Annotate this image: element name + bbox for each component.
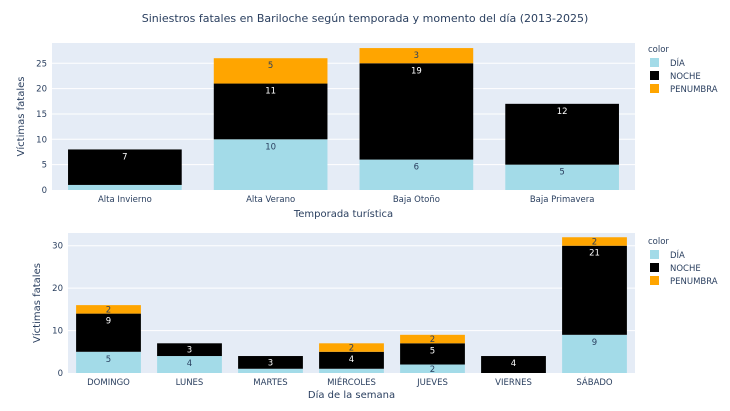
data-label: 5 — [268, 61, 273, 71]
y-tick-label: 0 — [58, 369, 63, 379]
bar-segment — [400, 334, 465, 344]
chart-title: Siniestros fatales en Bariloche según te… — [142, 12, 588, 25]
legend-swatch — [650, 250, 659, 259]
x-tick-label: VIERNES — [495, 378, 532, 388]
bar-segment — [319, 343, 384, 352]
bar-segment — [319, 351, 384, 369]
bar-segment — [359, 159, 474, 190]
y-tick-label: 30 — [52, 242, 63, 252]
y-tick-label: 25 — [36, 59, 47, 69]
data-label: 5 — [430, 346, 435, 356]
data-label: 3 — [268, 358, 273, 368]
legend-swatch — [650, 263, 659, 272]
x-tick-label: Baja Primavera — [530, 195, 595, 205]
data-label: 3 — [414, 51, 419, 61]
legend-item: DÍA — [670, 249, 685, 261]
x-tick-label: SÁBADO — [576, 376, 613, 388]
data-label: 12 — [557, 107, 568, 117]
season-chart: 0 5 10 15 20 25 7 Alta Invierno 10 11 5 Alta Verano… — [15, 43, 718, 220]
x-axis-title: Temporada turística — [293, 208, 393, 220]
bar-segment — [213, 139, 328, 190]
legend-item: NOCHE — [670, 264, 701, 274]
bar-segment — [481, 356, 546, 373]
legend-item: PENUMBRA — [670, 277, 718, 287]
y-tick-label: 15 — [36, 110, 47, 120]
data-label: 2 — [592, 237, 597, 247]
y-tick-label: 0 — [42, 186, 47, 196]
x-tick-label: MARTES — [253, 378, 287, 388]
data-label: 2 — [430, 335, 435, 345]
data-label: 4 — [349, 355, 354, 365]
legend-swatch — [650, 84, 659, 93]
bar-segment — [505, 103, 619, 165]
y-tick-label: 20 — [36, 85, 47, 95]
legend-swatch — [650, 71, 659, 80]
bar-segment — [400, 364, 465, 373]
x-tick-label: LUNES — [176, 378, 204, 388]
data-label: 10 — [265, 142, 276, 152]
x-axis-title: Día de la semana — [308, 389, 395, 401]
bar-segment — [400, 343, 465, 365]
data-label: 5 — [559, 168, 564, 178]
data-label: 5 — [106, 355, 111, 365]
legend-swatch — [650, 58, 659, 67]
legend-item: PENUMBRA — [670, 85, 718, 95]
legend-item: DÍA — [670, 57, 685, 69]
legend-swatch — [650, 276, 659, 285]
y-tick-label: 10 — [52, 327, 63, 337]
bar-segment — [238, 356, 303, 369]
legend-title: color — [648, 237, 669, 247]
data-label: 4 — [187, 359, 192, 369]
bar-segment — [76, 313, 141, 352]
bar-segment — [359, 48, 474, 64]
bar-segment — [68, 149, 182, 185]
x-tick-label: MIÉRCOLES — [327, 376, 376, 388]
weekday-chart: 0102030592DOMINGO43LUNES3MARTES42MIÉRCOL… — [31, 233, 718, 401]
data-label: 9 — [106, 317, 111, 327]
x-tick-label: Alta Invierno — [98, 195, 152, 205]
bar-segment — [505, 164, 619, 190]
bar-segment — [562, 237, 627, 246]
data-label: 21 — [589, 249, 600, 259]
x-tick-label: DOMINGO — [87, 378, 130, 388]
bar-segment — [76, 305, 141, 314]
data-label: 11 — [265, 87, 276, 97]
y-tick-label: 20 — [52, 284, 63, 294]
data-label: 6 — [414, 163, 419, 173]
legend-item: NOCHE — [670, 72, 701, 82]
bar-segment — [319, 368, 384, 373]
bar-segment — [213, 83, 328, 140]
bar-segment — [76, 351, 141, 373]
bar-segment — [213, 58, 328, 84]
x-tick-label: Baja Otoño — [393, 195, 440, 205]
data-label: 3 — [187, 346, 192, 356]
bar-segment — [562, 334, 627, 373]
x-tick-label: Alta Verano — [246, 195, 295, 205]
data-label: 2 — [106, 305, 111, 315]
bar-segment — [359, 63, 474, 160]
bar-segment — [238, 368, 303, 373]
y-axis-title: Víctimas fatales — [31, 263, 43, 343]
bar-segment — [157, 356, 222, 373]
y-tick-label: 10 — [36, 135, 47, 145]
legend-title: color — [648, 45, 669, 55]
x-tick-label: JUEVES — [416, 378, 448, 388]
data-label: 19 — [411, 66, 422, 76]
bar-segment — [562, 245, 627, 335]
data-label: 9 — [592, 338, 597, 348]
data-label: 7 — [122, 152, 127, 162]
bar-segment — [68, 184, 182, 190]
bar-segment — [157, 343, 222, 357]
y-axis-title: Víctimas fatales — [15, 77, 27, 157]
y-tick-label: 5 — [42, 161, 47, 171]
data-label: 2 — [349, 344, 354, 354]
data-label: 2 — [430, 365, 435, 375]
data-label: 4 — [511, 359, 516, 369]
